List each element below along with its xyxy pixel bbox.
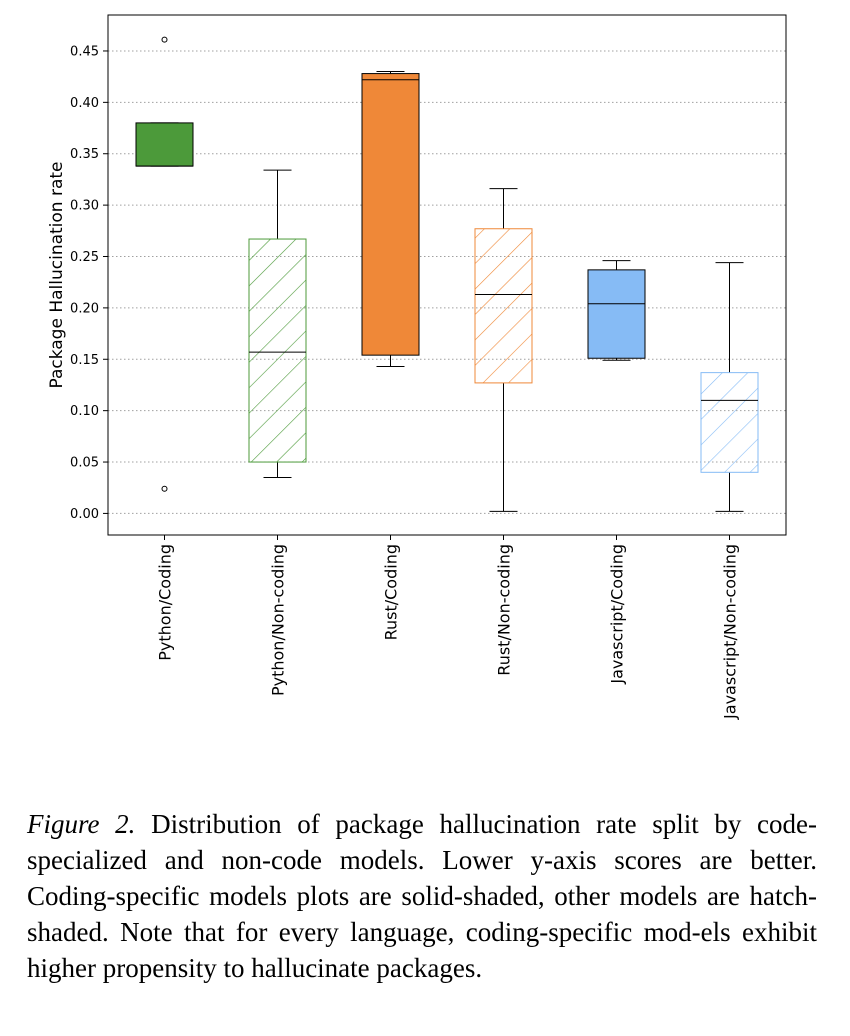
- caption-text: Distribution of package hallucination ra…: [27, 809, 818, 983]
- x-category-label: Rust/Coding: [382, 544, 401, 640]
- y-tick-label: 0.10: [70, 404, 99, 419]
- y-tick-label: 0.40: [70, 96, 99, 111]
- box-javascript-non-coding: [700, 262, 759, 512]
- box-iqr: [361, 73, 420, 356]
- y-axis-title: Package Hallucination rate: [47, 161, 67, 388]
- x-axis-labels: Python/Coding Python/Non-coding Rust/Codin…: [156, 535, 740, 720]
- x-category-label: Python/Coding: [156, 544, 175, 661]
- caption-label: Figure 2.: [27, 809, 136, 839]
- x-category-label: Javascript/Coding: [608, 544, 627, 685]
- box-python-non-coding: [248, 169, 307, 478]
- y-tick-label: 0.15: [70, 353, 99, 368]
- x-category-label: Python/Non-coding: [269, 544, 288, 696]
- box-javascript-coding: [587, 260, 646, 361]
- y-tick-label: 0.00: [70, 507, 99, 522]
- grid-lines: [108, 50, 786, 514]
- y-axis-ticks: 0.00 0.05 0.10 0.15 0.20 0.25 0.30 0.35 0.40 0.45: [70, 44, 108, 522]
- y-tick-label: 0.45: [70, 44, 99, 59]
- x-category-label: Rust/Non-coding: [495, 544, 514, 676]
- box-python-coding: [135, 36, 194, 492]
- y-tick-label: 0.35: [70, 147, 99, 162]
- outlier-point: [161, 485, 168, 492]
- figure-caption: Figure 2. Distribution of package halluc…: [27, 806, 817, 986]
- box-rust-coding: [361, 71, 420, 367]
- box-rust-non-coding: [474, 188, 533, 512]
- box-iqr: [474, 228, 533, 384]
- x-category-label: Javascript/Non-coding: [721, 544, 740, 720]
- boxes: [135, 36, 759, 512]
- y-tick-label: 0.25: [70, 250, 99, 265]
- box-iqr: [587, 269, 646, 359]
- y-tick-label: 0.20: [70, 301, 99, 316]
- y-tick-label: 0.05: [70, 456, 99, 471]
- y-tick-label: 0.30: [70, 199, 99, 214]
- outlier-point: [161, 36, 168, 43]
- box-iqr: [700, 372, 759, 473]
- box-iqr: [135, 122, 194, 167]
- plot-frame: [107, 14, 787, 536]
- box-plot-chart: 0.00 0.05 0.10 0.15 0.20 0.25 0.30 0.35 0.40 0.45…: [47, 14, 787, 720]
- box-iqr: [248, 238, 307, 463]
